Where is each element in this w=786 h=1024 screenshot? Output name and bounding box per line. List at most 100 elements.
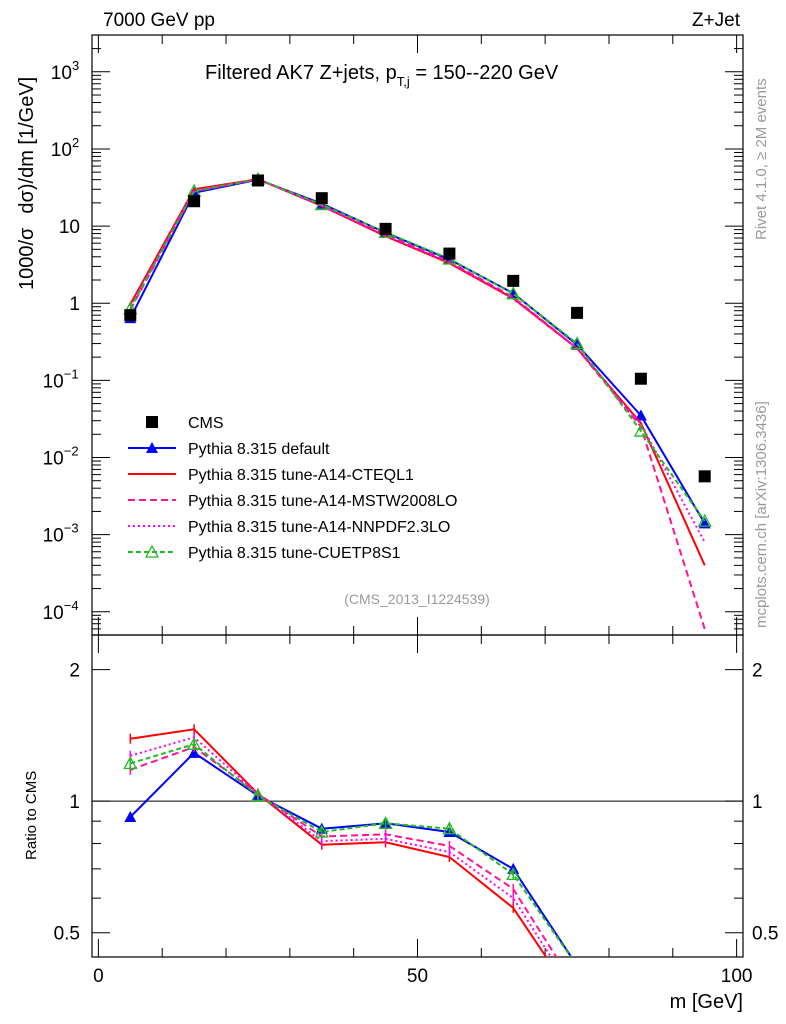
series-line (129, 178, 706, 522)
analysis-watermark: (CMS_2013_I1224539) (344, 591, 490, 607)
x-tick-label: 50 (407, 966, 428, 987)
y-tick-mantissa: 10 (51, 63, 72, 84)
y-tick-exponent: −3 (64, 521, 79, 536)
x-axis-title: m [GeV] (670, 991, 743, 1013)
y-tick-mantissa: 10 (43, 603, 64, 624)
data-point (633, 423, 648, 437)
y-tick-label: 10−3 (43, 521, 79, 547)
series-line (129, 178, 706, 543)
ratio-line (130, 743, 573, 957)
y-tick-label: 10−2 (43, 444, 79, 470)
data-point (188, 195, 201, 208)
data-point (571, 960, 583, 971)
ratio-pythia-8-315-tune-cuetp8s1 (123, 736, 583, 971)
data-point (379, 222, 392, 235)
rivet-label: Rivet 4.1.0, ≥ 2M events (753, 78, 770, 240)
legend-label: CMS (188, 415, 224, 432)
data-point (144, 544, 160, 558)
data-point (571, 306, 584, 319)
legend-entry: Pythia 8.315 tune-A14-NNPDF2.3LO (128, 519, 450, 536)
data-point (378, 815, 393, 829)
ratio-line (130, 728, 548, 957)
main-y-axis-title: 1000/σ dσ)/dm [1/GeV] (16, 77, 38, 290)
y-tick-exponent: 3 (72, 58, 79, 73)
legend-entry: CMS (146, 415, 224, 432)
data-point (443, 247, 456, 260)
legend-label: Pythia 8.315 default (188, 441, 330, 458)
legend-label: Pythia 8.315 tune-A14-CTEQL1 (188, 467, 414, 484)
legend: CMS Pythia 8.315 default Pythia 8.315 tune… (128, 415, 457, 562)
ratio-y-axis-title: Ratio to CMS (23, 771, 40, 860)
x-ticks: 0 50 100 (93, 35, 752, 987)
y-tick-label: 10 (59, 217, 80, 238)
y-tick-mantissa: 10 (43, 526, 64, 547)
data-point (250, 788, 266, 802)
ratio-tick-label-right: 0.5 (752, 924, 778, 945)
x-tick-label: 0 (93, 966, 104, 987)
y-title-part-a: 1000/σ (16, 227, 38, 290)
data-point (314, 824, 329, 838)
ratio-tick-label-right: 2 (752, 661, 763, 682)
ratio-line (130, 736, 553, 957)
ratio-series (123, 724, 583, 971)
ratio-panel-frame (91, 634, 744, 958)
data-point (442, 821, 457, 835)
legend-entry: Pythia 8.315 tune-A14-CTEQL1 (128, 467, 414, 484)
y-tick-exponent: 2 (72, 135, 79, 150)
y-tick-label: 103 (51, 58, 79, 84)
data-point (123, 756, 138, 770)
data-point (251, 174, 264, 187)
data-point (506, 867, 521, 881)
data-point (571, 960, 583, 971)
main-series (123, 171, 712, 630)
data-point (569, 336, 585, 350)
legend-label: Pythia 8.315 tune-A14-MSTW2008LO (188, 493, 457, 510)
process-label: Z+Jet (692, 10, 741, 31)
y-tick-mantissa: 10 (43, 371, 64, 392)
y-title-part-b: dσ)/dm [1/GeV] (16, 77, 38, 214)
data-point (698, 470, 711, 483)
series-pythia-8-315-tune-a14-mstw2008lo (129, 178, 706, 630)
ratio-tick-label: 1 (69, 792, 80, 813)
data-point (124, 810, 137, 822)
data-point (188, 746, 201, 758)
data-point (506, 286, 521, 300)
ratio-tick-label: 0.5 (54, 924, 80, 945)
x-tick-label: 100 (721, 966, 753, 987)
energy-label: 7000 GeV pp (103, 10, 215, 31)
ratio-tick-label: 2 (69, 661, 80, 682)
ratio-tick-label-right: 1 (752, 792, 763, 813)
y-tick-exponent: −1 (64, 366, 79, 381)
series-pythia-8-315-tune-a14-nnpdf2-3lo (129, 178, 706, 543)
y-tick-exponent: −4 (64, 598, 79, 613)
data-point (187, 736, 202, 750)
ratio-pythia-8-315-default (124, 746, 583, 971)
title-subscript: T,j (397, 74, 410, 89)
y-tick-mantissa: 10 (59, 217, 80, 238)
ratio-line (129, 745, 558, 957)
ratio-line (129, 751, 573, 957)
y-tick-exponent: −2 (64, 444, 79, 459)
data-point (315, 192, 328, 205)
chart-title: Filtered AK7 Z+jets, pT,j = 150--220 GeV (205, 62, 559, 89)
title-prefix: Filtered AK7 Z+jets, p (205, 62, 397, 84)
legend-entry: Pythia 8.315 tune-CUETP8S1 (128, 544, 401, 562)
series-line (129, 178, 706, 630)
data-point (146, 416, 158, 428)
data-point (146, 442, 158, 453)
data-point (697, 513, 712, 527)
data-point (124, 309, 137, 322)
data-point (507, 274, 520, 287)
series-cms (124, 174, 711, 483)
legend-entry: Pythia 8.315 tune-A14-MSTW2008LO (128, 493, 457, 510)
data-point (634, 409, 647, 421)
y-tick-label: 102 (51, 135, 79, 161)
legend-label: Pythia 8.315 tune-CUETP8S1 (188, 545, 401, 562)
title-suffix: = 150--220 GeV (410, 62, 559, 84)
legend-label: Pythia 8.315 tune-A14-NNPDF2.3LO (188, 519, 450, 536)
ratio-y-ticks: 0.5 0.5 1 1 2 2 (54, 661, 779, 945)
mcplots-label: mcplots.cern.ch [arXiv:1306.3436] (753, 401, 770, 628)
legend-entry: Pythia 8.315 default (128, 441, 330, 458)
